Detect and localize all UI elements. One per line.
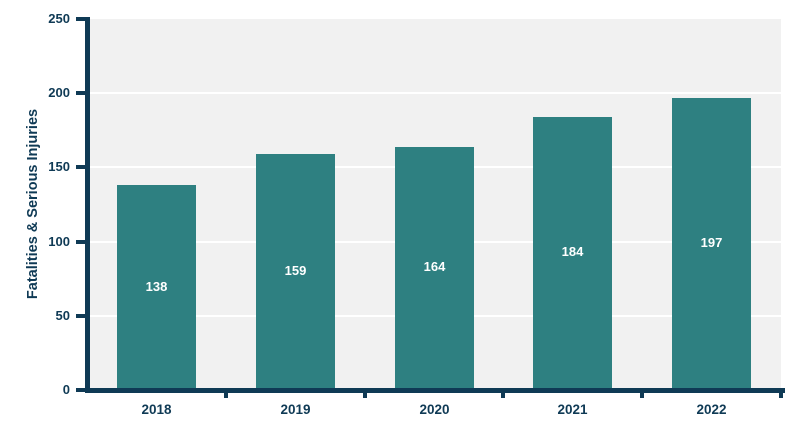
- x-tick-label-2022: 2022: [696, 402, 727, 417]
- y-tick-100: [76, 240, 90, 244]
- bar-2022: [672, 98, 751, 388]
- bar-2019: [256, 154, 335, 388]
- bar-value-label-2018: 138: [145, 279, 168, 294]
- bar-value-label-2021: 184: [561, 244, 584, 259]
- y-tick-50: [76, 314, 90, 318]
- bar-value-label-2020: 164: [423, 259, 446, 274]
- x-tick-1: [224, 388, 228, 398]
- y-tick-label-0: 0: [62, 382, 70, 397]
- x-tick-label-2020: 2020: [419, 402, 450, 417]
- y-tick-label-200: 200: [48, 85, 70, 100]
- y-tick-0: [76, 388, 90, 392]
- y-tick-200: [76, 91, 90, 95]
- bar-2018: [117, 185, 196, 388]
- x-axis-line: [85, 388, 785, 393]
- x-tick-5: [779, 388, 783, 398]
- bar-value-label-2022: 197: [700, 235, 723, 250]
- y-tick-label-100: 100: [48, 234, 70, 249]
- x-tick-label-2021: 2021: [557, 402, 588, 417]
- x-tick-3: [501, 388, 505, 398]
- bar-2020: [395, 147, 474, 388]
- y-tick-label-250: 250: [48, 11, 70, 26]
- bar-2021: [533, 117, 612, 388]
- y-tick-150: [76, 165, 90, 169]
- gridline-200: [90, 92, 781, 94]
- x-tick-2: [363, 388, 367, 398]
- x-tick-4: [640, 388, 644, 398]
- bar-value-label-2019: 159: [284, 263, 307, 278]
- y-tick-250: [76, 17, 90, 21]
- y-tick-label-150: 150: [48, 159, 70, 174]
- x-tick-label-2018: 2018: [141, 402, 172, 417]
- x-tick-label-2019: 2019: [280, 402, 311, 417]
- y-axis-title: Fatalities & Serious Injuries: [25, 108, 41, 300]
- y-tick-label-50: 50: [55, 308, 70, 323]
- y-axis-line: [85, 17, 90, 393]
